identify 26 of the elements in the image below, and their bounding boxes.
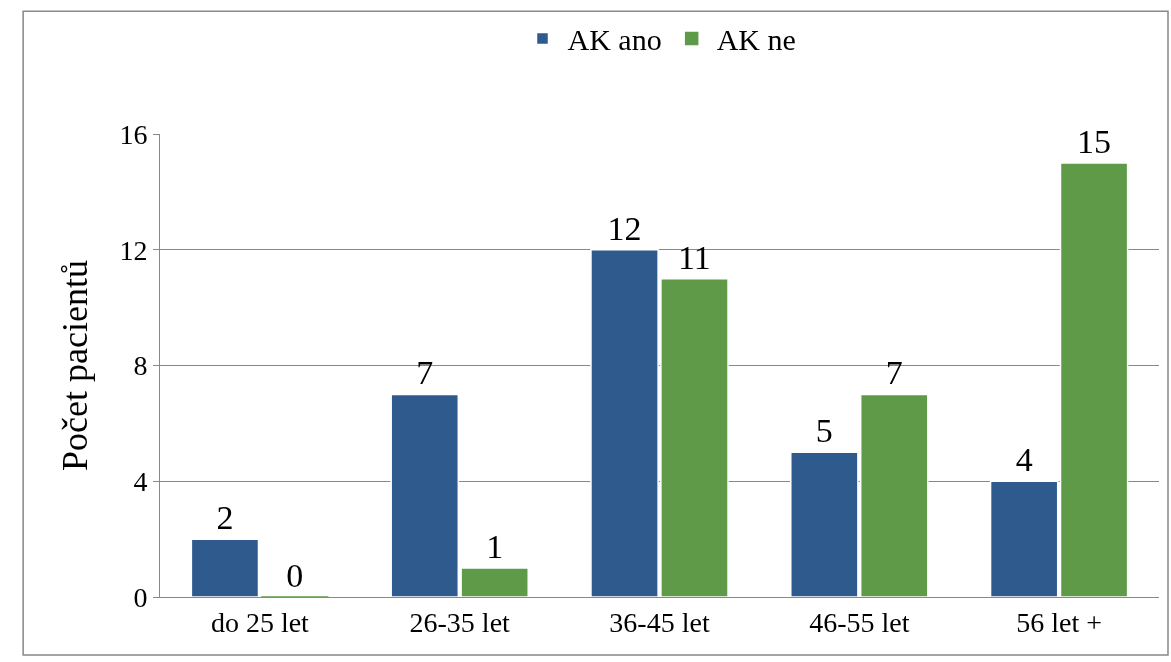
bar [989, 480, 1059, 597]
legend-label: AK ne [716, 23, 796, 57]
data-label: 7 [416, 354, 434, 392]
data-label: 15 [1077, 122, 1112, 160]
y-tick-label: 8 [133, 350, 148, 382]
y-tick-label: 16 [119, 118, 148, 150]
data-label: 12 [607, 209, 642, 247]
data-label: 5 [815, 412, 833, 450]
bar [190, 538, 260, 597]
data-label: 7 [885, 354, 903, 392]
x-tick-label: 26-35 let [409, 606, 511, 638]
data-label: 4 [1015, 441, 1033, 479]
data-label: 0 [286, 557, 304, 594]
x-tick-label: 56 let + [1016, 606, 1102, 638]
x-tick-label: do 25 let [210, 606, 310, 638]
y-axis-title: Počet pacientů [55, 260, 96, 471]
data-label: 11 [678, 238, 711, 276]
x-tick-label: 36-45 let [609, 606, 710, 638]
legend-label: AK ano [567, 23, 662, 57]
data-label: 1 [486, 528, 504, 566]
data-label: 2 [216, 499, 234, 537]
x-tick-label: 46-55 let [809, 606, 910, 638]
bar [1059, 162, 1129, 597]
y-tick-label: 0 [133, 581, 148, 613]
y-tick-label: 12 [119, 234, 148, 266]
y-tick-label: 4 [133, 466, 148, 498]
